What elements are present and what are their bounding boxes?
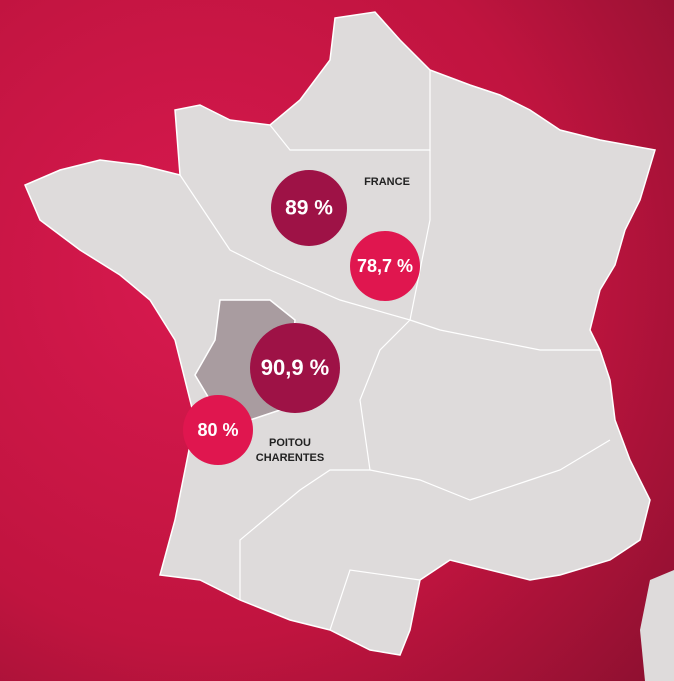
region-label: POITOU <box>269 437 311 449</box>
region-borders <box>239 319 411 600</box>
region-borders <box>409 319 600 351</box>
bubble <box>250 323 340 413</box>
bubble-value: 78,7 % <box>357 256 413 276</box>
france-outline <box>24 11 656 656</box>
region-borders <box>369 439 611 501</box>
bubble <box>183 395 253 465</box>
corsica <box>640 570 674 681</box>
bubble-value: 80 % <box>197 420 238 440</box>
region-label: CHARENTES <box>256 452 324 464</box>
region-label: FRANCE <box>364 176 410 188</box>
bubble-value: 89 % <box>285 197 333 220</box>
bubble-value: 90,9 % <box>261 355 330 380</box>
region-borders <box>179 150 431 321</box>
region-borders <box>269 70 431 151</box>
bubble <box>350 231 420 301</box>
region-borders <box>329 569 421 631</box>
bubble <box>271 170 347 246</box>
